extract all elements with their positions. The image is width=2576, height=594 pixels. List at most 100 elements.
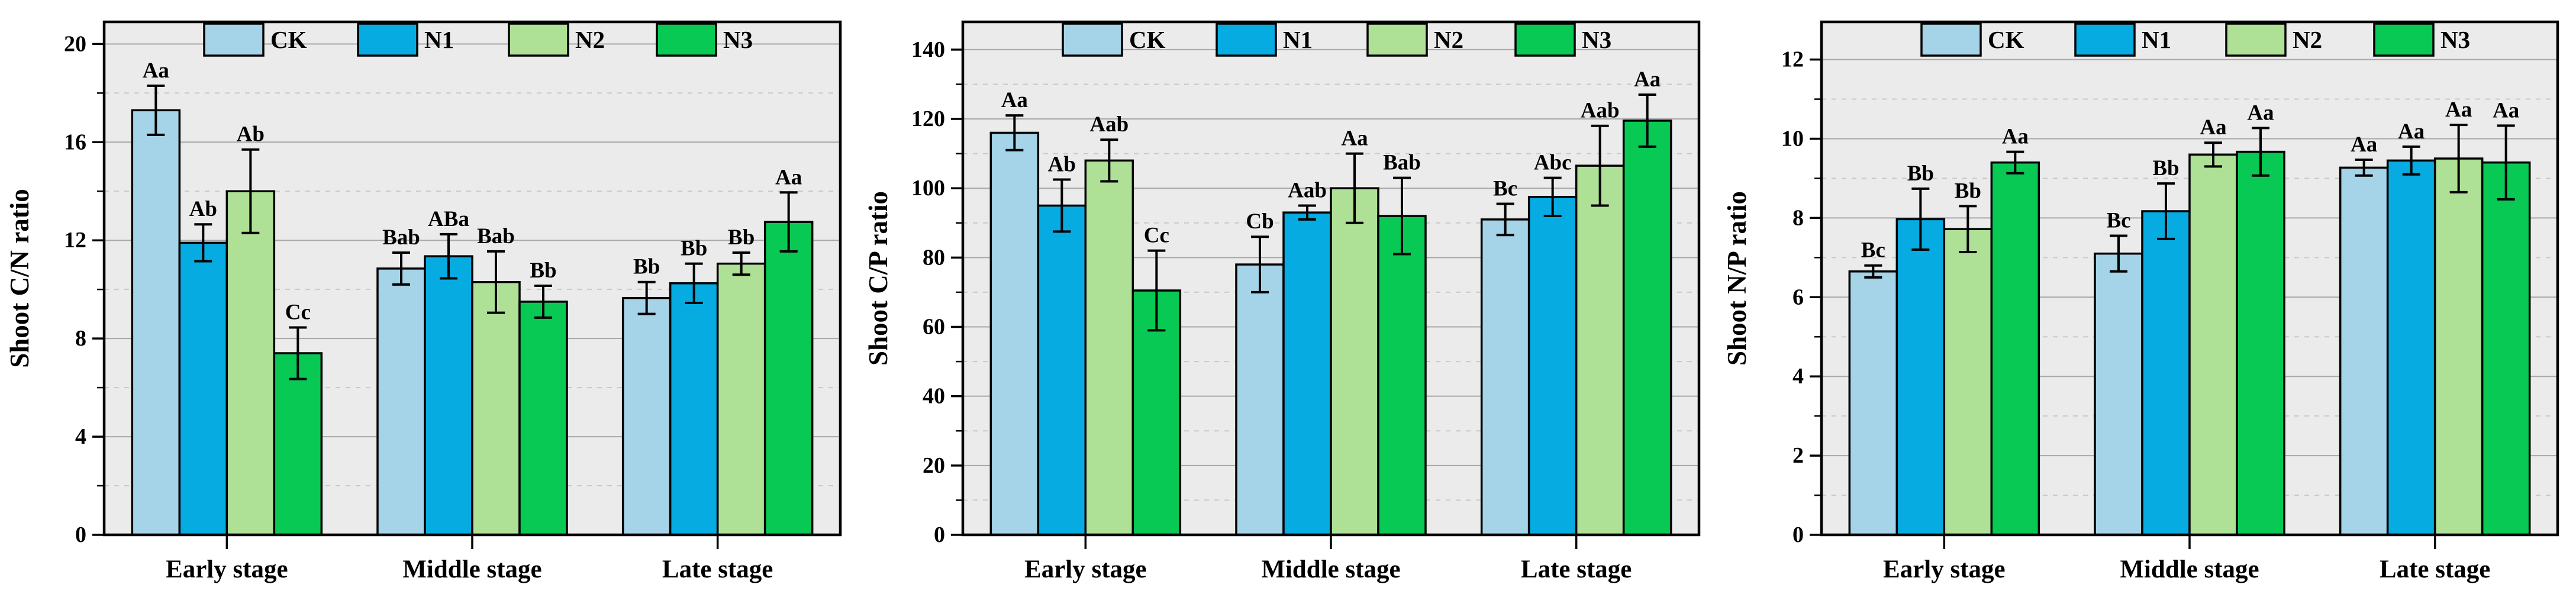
x-category-label: Late stage: [662, 556, 773, 583]
y-tick-label: 4: [75, 424, 86, 449]
chart-panel-shoot-cn-ratio: Aa Bab Bb Ab ABa Bb Ab Bab Bb Cc Bb Aa 0 4 8 12 16 20 Earl…: [0, 0, 859, 594]
y-tick-label: 2: [1792, 443, 1804, 468]
chart-shoot-cp-ratio: Aa Cb Bc Ab Aab Abc Aab Aa Aab Cc Bab Aa 0 20 40 60 80 10…: [863, 20, 1701, 583]
legend-swatch-n3: [2373, 22, 2435, 57]
bar-n1-middle: [424, 255, 473, 536]
legend-label-ck: CK: [1988, 26, 2024, 53]
legend-label-n1: N1: [2142, 26, 2171, 53]
significance-label: Bb: [681, 237, 707, 261]
bar-n1-late: [2386, 159, 2436, 536]
y-tick-label: 6: [1792, 285, 1804, 309]
chart-panel-shoot-np-ratio: Bc Bc Aa Bb Bb Aa Bb Aa Aa Aa Aa Aa 0 2 4 6 8 10 12 Early s…: [1717, 0, 2576, 594]
bar-ck-middle: [376, 267, 426, 536]
y-tick-label: 10: [1781, 127, 1804, 151]
legend-swatch-n2: [508, 22, 569, 57]
chart-shoot-np-ratio: Bc Bc Aa Bb Bb Aa Bb Aa Aa Aa Aa Aa 0 2 4 6 8 10 12 Early s…: [1722, 20, 2559, 583]
significance-label: Aab: [1288, 178, 1327, 202]
y-tick-label: 8: [1792, 205, 1804, 230]
legend-swatch-n1: [2074, 22, 2136, 57]
significance-label: Aa: [2445, 98, 2472, 122]
significance-label: Aab: [1089, 112, 1129, 137]
bar-ck-early: [131, 109, 181, 536]
legend-swatch-n2: [2225, 22, 2287, 57]
bar-n1-middle: [1282, 211, 1332, 536]
significance-label: Bc: [1861, 238, 1885, 263]
significance-label: Aab: [1581, 99, 1620, 123]
legend-swatch-n2: [1366, 22, 1428, 57]
bar-n2-middle: [2188, 153, 2238, 536]
legend-swatch-ck: [1062, 22, 1123, 57]
chart-panel-shoot-cp-ratio: Aa Cb Bc Ab Aab Abc Aab Aa Aab Cc Bab Aa 0 20 40 60 80 10…: [859, 0, 1717, 594]
significance-label: Bab: [477, 224, 515, 248]
legend-label-n2: N2: [575, 26, 605, 53]
bar-ck-late: [1480, 218, 1530, 536]
y-tick-label: 80: [923, 245, 945, 270]
legend-swatch-ck: [1920, 22, 1982, 57]
significance-label: Cc: [285, 300, 311, 324]
legend-label-n1: N1: [1283, 26, 1313, 53]
x-category-label: Middle stage: [402, 556, 541, 583]
significance-label: Bb: [2152, 156, 2179, 180]
legend-label-n1: N1: [424, 26, 454, 53]
bar-n1-early: [1037, 204, 1087, 536]
significance-label: Aa: [2398, 120, 2425, 144]
bar-n2-late: [1575, 164, 1625, 536]
bar-ck-middle: [2094, 252, 2143, 536]
significance-label: Ab: [237, 122, 265, 147]
legend-swatch-ck: [203, 22, 265, 57]
bar-n1-middle: [2141, 210, 2191, 536]
y-tick-label: 0: [75, 522, 86, 547]
bar-ck-late: [621, 296, 672, 536]
y-axis-label: Shoot C/N ratio: [5, 189, 34, 368]
y-tick-label: 40: [923, 384, 945, 409]
y-axis-label: Shoot N/P ratio: [1722, 191, 1752, 366]
bar-n1-late: [1527, 196, 1578, 536]
x-category-label: Late stage: [2380, 556, 2490, 583]
significance-label: Bb: [530, 259, 556, 283]
x-category-label: Early stage: [166, 556, 288, 583]
significance-label: Bb: [1955, 179, 1981, 203]
significance-label: Aa: [2351, 133, 2377, 157]
significance-label: Cb: [1246, 209, 1274, 234]
legend-swatch-n1: [357, 22, 418, 57]
y-tick-label: 20: [923, 453, 945, 478]
bar-n3-early: [1990, 161, 2040, 536]
bar-ck-early: [1848, 270, 1898, 536]
significance-label: Ab: [189, 197, 217, 221]
bar-n3-early: [273, 352, 323, 536]
bar-n2-middle: [1330, 187, 1379, 536]
legend-label-n3: N3: [723, 26, 753, 53]
significance-label: Abc: [1534, 151, 1572, 175]
bar-ck-early: [989, 131, 1040, 536]
x-category-label: Middle stage: [2120, 556, 2259, 583]
x-category-label: Early stage: [1024, 556, 1147, 583]
bar-n2-late: [2433, 157, 2484, 536]
significance-label: Bab: [382, 225, 420, 250]
significance-label: Aa: [775, 165, 802, 189]
significance-label: Ab: [1048, 153, 1076, 177]
bar-n1-early: [1895, 218, 1946, 536]
significance-label: Cc: [1144, 224, 1169, 248]
legend-label-n3: N3: [2440, 26, 2470, 53]
bar-n3-late: [2481, 161, 2531, 536]
y-tick-label: 0: [1792, 522, 1804, 547]
bar-n2-early: [1943, 228, 1993, 536]
significance-label: Aa: [2493, 98, 2519, 122]
y-tick-label: 12: [1781, 47, 1804, 72]
legend-label-n2: N2: [2293, 26, 2322, 53]
legend-label-ck: CK: [270, 26, 307, 53]
bar-n3-middle: [518, 301, 568, 536]
y-tick-label: 140: [911, 37, 945, 62]
bar-n1-late: [669, 282, 719, 536]
y-tick-label: 12: [64, 228, 86, 253]
significance-label: Aa: [143, 59, 169, 83]
legend-swatch-n3: [656, 22, 717, 57]
significance-label: Bb: [1907, 162, 1934, 186]
legend-label-ck: CK: [1129, 26, 1166, 53]
significance-label: Bb: [728, 225, 755, 250]
significance-label: Bc: [2106, 209, 2130, 233]
bar-n3-late: [1622, 120, 1672, 536]
significance-label: Aa: [2002, 125, 2029, 149]
significance-label: Aa: [2200, 115, 2226, 140]
